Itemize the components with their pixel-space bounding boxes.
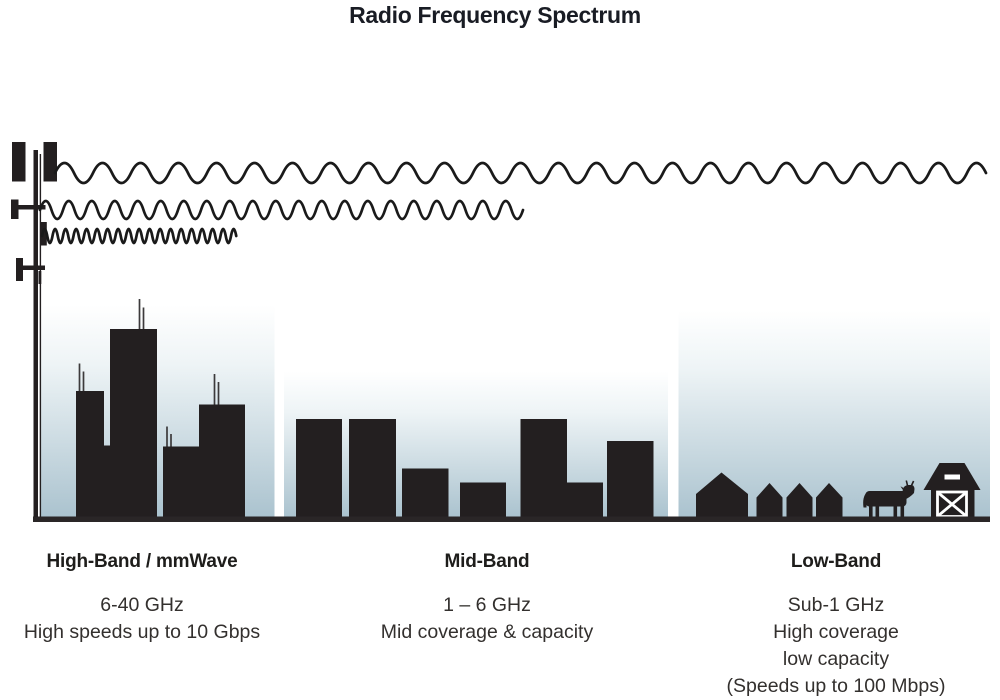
building-icon <box>460 482 506 517</box>
low-band-speed: (Speeds up to 100 Mbps) <box>726 675 946 697</box>
high-band-details: 6-40 GHz High speeds up to 10 Gbps <box>12 592 272 646</box>
mid-band-details: 1 – 6 GHz Mid coverage & capacity <box>357 592 617 646</box>
ground-line <box>33 516 990 522</box>
mid-band-wave <box>38 199 525 221</box>
low-band-coverage: High coverage <box>773 621 899 643</box>
house-icon <box>816 483 843 517</box>
mid-band-label: Mid-Band <box>444 551 530 572</box>
low-band-caption: Low-Band Sub-1 GHz High coverage low cap… <box>706 551 966 700</box>
building-icon <box>567 482 603 517</box>
mid-band-city <box>296 419 654 517</box>
low-band-details: Sub-1 GHz High coverage low capacity (Sp… <box>706 592 966 700</box>
high-band-caption: High-Band / mmWave 6-40 GHz High speeds … <box>12 551 272 646</box>
high-band-wave <box>40 227 238 245</box>
high-band-description: High speeds up to 10 Gbps <box>23 621 261 643</box>
spectrum-illustration <box>11 142 990 522</box>
house-icon <box>756 483 783 517</box>
skyscraper-icon <box>199 374 245 517</box>
mid-band-caption: Mid-Band 1 – 6 GHz Mid coverage & capaci… <box>357 551 617 646</box>
high-band-frequency: 6-40 GHz <box>100 594 184 616</box>
low-band-farm <box>696 463 981 518</box>
high-band-label: High-Band / mmWave <box>46 551 238 572</box>
building-icon <box>402 468 449 517</box>
barn-icon <box>923 463 981 518</box>
barn-loft-vent <box>944 474 960 480</box>
skyscraper-icon <box>163 426 200 517</box>
page-title: Radio Frequency Spectrum <box>349 2 641 28</box>
low-band-frequency: Sub-1 GHz <box>787 594 885 616</box>
building-icon <box>296 419 342 517</box>
skyscraper-icon <box>110 299 157 517</box>
cow-icon <box>863 480 915 518</box>
low-band-wave <box>53 161 988 185</box>
building-icon <box>607 441 654 517</box>
skyscraper-icon <box>76 363 111 517</box>
mid-band-description: Mid coverage & capacity <box>380 621 594 643</box>
house-icon <box>696 472 748 517</box>
building-icon <box>349 419 396 517</box>
building-icon <box>520 419 567 517</box>
high-band-city <box>76 299 245 517</box>
low-band-capacity: low capacity <box>782 648 890 670</box>
mid-band-frequency: 1 – 6 GHz <box>443 594 531 616</box>
house-icon <box>786 483 813 517</box>
low-band-label: Low-Band <box>790 551 882 572</box>
